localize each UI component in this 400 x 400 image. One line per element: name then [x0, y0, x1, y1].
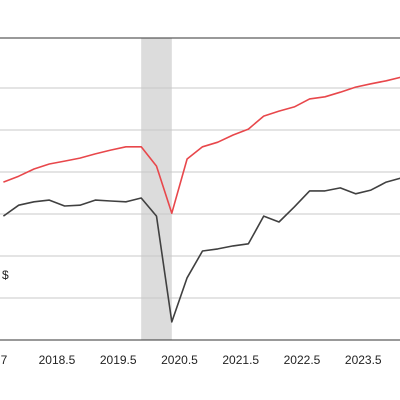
- x-tick-label: 7: [1, 353, 8, 367]
- x-tick-label: 2019.5: [100, 353, 137, 367]
- series-line: [2, 177, 400, 323]
- series-line: [3, 76, 400, 214]
- x-tick-label: 2018.5: [39, 353, 76, 367]
- legend-fragment: $: [2, 268, 9, 282]
- x-tick-label: 2021.5: [222, 353, 259, 367]
- x-tick-label: 2023.5: [345, 353, 382, 367]
- x-tick-label: 2020.5: [161, 353, 198, 367]
- x-tick-label: 2022.5: [284, 353, 321, 367]
- plot-area: [0, 38, 400, 340]
